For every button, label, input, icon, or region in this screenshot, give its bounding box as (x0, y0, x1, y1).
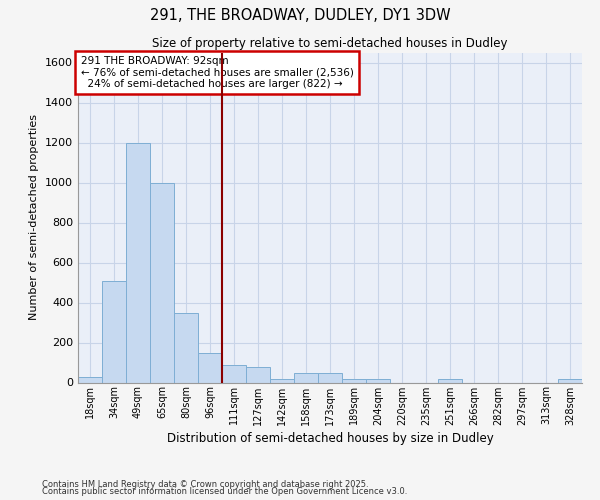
Text: Contains HM Land Registry data © Crown copyright and database right 2025.: Contains HM Land Registry data © Crown c… (42, 480, 368, 489)
Bar (342, 378, 366, 382)
Bar (174, 312, 198, 382)
Bar (102, 280, 126, 382)
Bar (78, 376, 102, 382)
Bar (270, 378, 294, 382)
Y-axis label: Number of semi-detached properties: Number of semi-detached properties (29, 114, 40, 320)
Text: 291 THE BROADWAY: 92sqm
← 76% of semi-detached houses are smaller (2,536)
  24% : 291 THE BROADWAY: 92sqm ← 76% of semi-de… (80, 56, 353, 89)
Title: Size of property relative to semi-detached houses in Dudley: Size of property relative to semi-detach… (152, 37, 508, 50)
Bar (438, 378, 462, 382)
Text: Contains public sector information licensed under the Open Government Licence v3: Contains public sector information licen… (42, 487, 407, 496)
Bar (150, 182, 174, 382)
Bar (222, 364, 246, 382)
Bar (198, 352, 222, 382)
Bar (126, 142, 150, 382)
Text: 291, THE BROADWAY, DUDLEY, DY1 3DW: 291, THE BROADWAY, DUDLEY, DY1 3DW (149, 8, 451, 22)
Bar (558, 378, 582, 382)
Bar (294, 372, 318, 382)
X-axis label: Distribution of semi-detached houses by size in Dudley: Distribution of semi-detached houses by … (167, 432, 493, 444)
Bar (366, 378, 390, 382)
Bar (318, 372, 342, 382)
Bar (246, 366, 270, 382)
